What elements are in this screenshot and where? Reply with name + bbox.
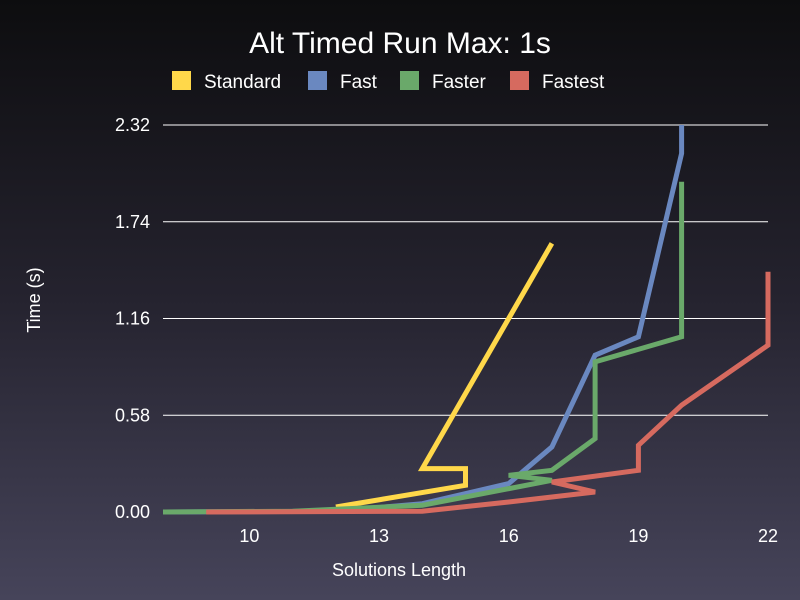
x-tick-label: 22 xyxy=(758,526,778,546)
legend-swatch-fastest xyxy=(510,71,529,90)
y-tick-label: 1.74 xyxy=(115,212,150,232)
chart-title: Alt Timed Run Max: 1s xyxy=(249,27,551,60)
legend-label-standard: Standard xyxy=(204,72,281,93)
legend-swatch-faster xyxy=(400,71,419,90)
series-line-faster xyxy=(162,181,685,515)
series-line-standard xyxy=(335,242,555,510)
y-axis-label: Time (s) xyxy=(24,267,44,332)
legend: Standard Fast Faster Fastest xyxy=(172,71,605,93)
x-tick-label: 10 xyxy=(239,526,259,546)
x-axis-label: Solutions Length xyxy=(332,560,466,580)
x-tick-label: 13 xyxy=(369,526,389,546)
legend-label-fast: Fast xyxy=(340,72,378,93)
y-tick-label: 0.58 xyxy=(115,405,150,425)
series-line-fastest xyxy=(206,271,771,515)
x-tick-label: 19 xyxy=(628,526,648,546)
y-tick-label: 1.16 xyxy=(115,309,150,329)
series-lines xyxy=(162,125,771,515)
legend-label-faster: Faster xyxy=(432,72,487,93)
x-axis-ticks: 10 13 16 19 22 xyxy=(239,526,778,546)
x-tick-label: 16 xyxy=(499,526,519,546)
legend-label-fastest: Fastest xyxy=(542,72,605,93)
legend-swatch-fast xyxy=(308,71,327,90)
y-axis-ticks: 0.00 0.58 1.16 1.74 2.32 xyxy=(115,115,150,522)
y-tick-label: 2.32 xyxy=(115,115,150,135)
y-tick-label: 0.00 xyxy=(115,502,150,522)
legend-swatch-standard xyxy=(172,71,191,90)
